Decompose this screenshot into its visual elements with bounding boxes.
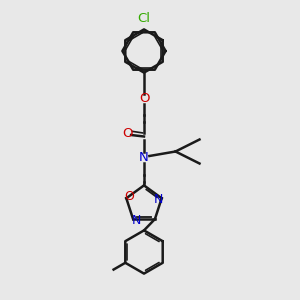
Text: N: N (153, 193, 163, 206)
Text: O: O (122, 127, 133, 140)
Text: N: N (132, 214, 141, 227)
Text: N: N (139, 151, 149, 164)
Text: O: O (139, 92, 149, 106)
Text: Cl: Cl (137, 12, 151, 25)
Text: O: O (124, 190, 134, 203)
